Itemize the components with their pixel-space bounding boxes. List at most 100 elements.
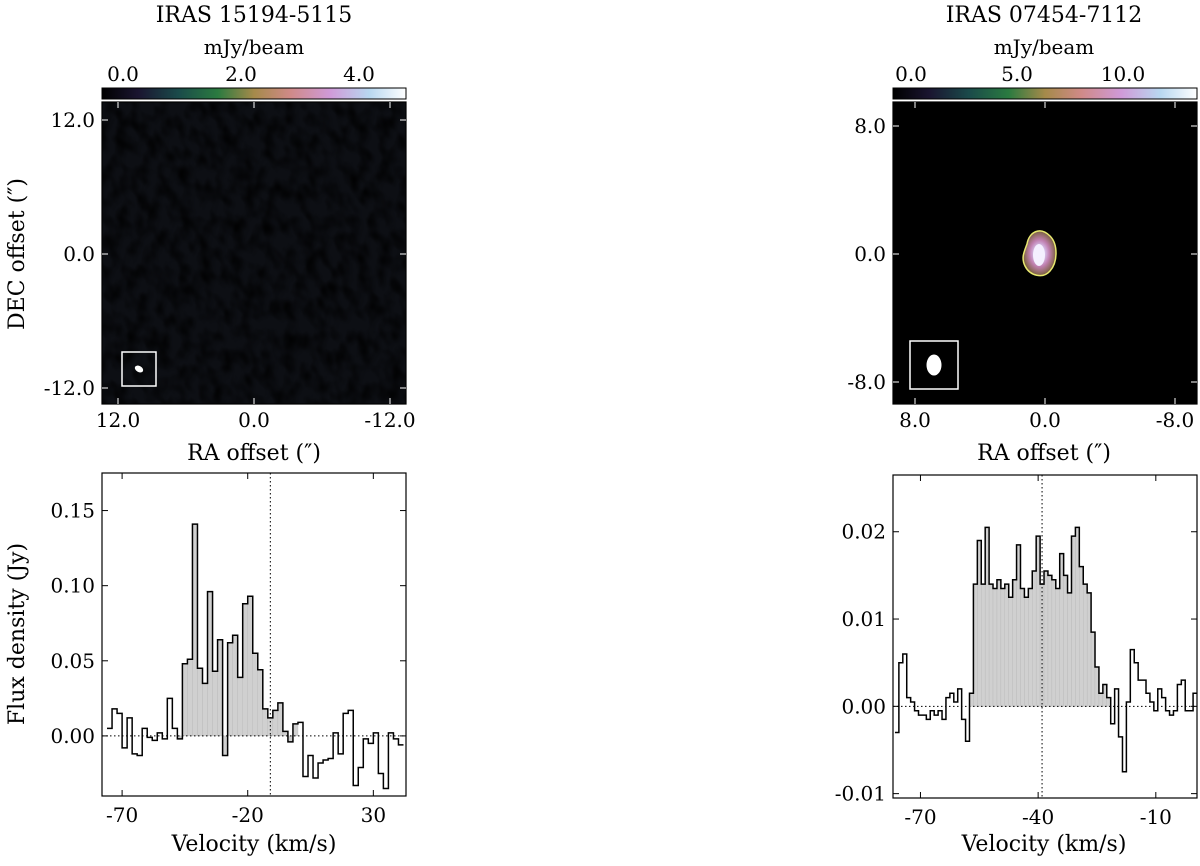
panel-d-plot-area: -70 -40 -10 -0.01 0.00 0.01 0.02 <box>835 475 1197 829</box>
panel-b-colorbar-tick: 10.0 <box>1101 62 1146 86</box>
panel-d-frame <box>892 474 1198 799</box>
panel-b-colorbar-label: mJy/beam <box>994 35 1095 59</box>
spectrum-fill-bar <box>1055 588 1060 707</box>
spectrum-fill-bar <box>1032 570 1037 707</box>
spectrum-fill-bar <box>1024 597 1029 707</box>
panel-b-ytick: -8.0 <box>847 370 886 394</box>
spectrum-fill-bar <box>252 653 258 737</box>
panel-a-colorbar-label: mJy/beam <box>204 35 305 59</box>
spectrum-fill-bar <box>237 677 243 737</box>
spectrum-fill-bar <box>287 735 294 743</box>
spectrum-fill-bar <box>1067 592 1072 707</box>
panel-a-ytick: 12.0 <box>50 108 95 132</box>
panel-b-colorbar <box>892 87 1198 100</box>
heatmap-panel-b: IRAS 07454-7112 mJy/beam 0.0 5.0 10.0 8.… <box>847 3 1198 466</box>
panel-a-xtick: 0.0 <box>238 408 270 432</box>
panel-b-source-peak <box>1033 244 1045 266</box>
spectrum-line <box>894 526 1197 773</box>
panel-a-colorbar <box>101 87 407 100</box>
spectrum-fill-bar <box>202 683 208 737</box>
spectrum-fill-bar <box>262 708 269 737</box>
spectrum-fill-bar <box>277 702 284 737</box>
ytick-label: 0.10 <box>50 574 95 598</box>
panel-a-beam <box>134 365 144 373</box>
spectrum-fill-bar <box>242 603 248 737</box>
spectrum-line <box>107 523 404 790</box>
spectrum-fill-bar <box>981 583 986 707</box>
axis-ticks <box>893 475 1197 798</box>
panel-b-colorbar-tick: 0.0 <box>895 62 927 86</box>
xtick-label: 30 <box>361 803 386 827</box>
panel-c-xlabel: Velocity (km/s) <box>171 832 337 857</box>
panel-b-xtick: 8.0 <box>899 408 931 432</box>
xtick-label: -20 <box>232 803 264 827</box>
panel-c-frame <box>101 472 407 797</box>
spectrum-fill-bar <box>292 723 299 737</box>
axis-ticks <box>102 473 406 796</box>
spectrum-fill-bar <box>212 671 218 737</box>
ytick-label: 0.01 <box>841 607 886 631</box>
spectrum-fill-bar <box>1047 575 1053 707</box>
spectrum-fill-bar <box>197 668 203 737</box>
spectrum-fill-bar <box>1063 575 1068 707</box>
spectrum-fill-bar <box>227 642 233 737</box>
panel-b-title: IRAS 07454-7112 <box>946 3 1143 28</box>
spectrum-panel-c: -70 -20 30 0.00 0.05 0.10 0.15 Velocity (km/s)… <box>5 472 407 857</box>
panel-a-ytick: -12.0 <box>44 376 95 400</box>
panel-a-colorbar-tick: 4.0 <box>343 62 375 86</box>
spectrum-fill-bar <box>1004 583 1009 707</box>
ytick-label: 0.15 <box>50 499 95 523</box>
spectrum-fill-bar <box>1000 588 1005 707</box>
panel-a-xtick: -12.0 <box>364 408 415 432</box>
panel-c-ylabel: Flux density (Jy) <box>5 543 30 725</box>
xtick-label: -10 <box>1140 805 1172 829</box>
ytick-label: -0.01 <box>835 782 886 806</box>
panel-a-colorbar-tick: 0.0 <box>107 62 139 86</box>
spectrum-panel-d: -70 -40 -10 -0.01 0.00 0.01 0.02 Velocity (km/… <box>835 474 1198 857</box>
panel-b-beam <box>926 354 942 376</box>
panel-a-ytick: 0.0 <box>63 242 95 266</box>
spectrum-fill-bar <box>1012 579 1017 707</box>
panel-b-ticks <box>893 102 1197 404</box>
panel-b-ytick: 8.0 <box>854 114 886 138</box>
spectrum-fill-bar <box>992 588 998 707</box>
panel-b-colorbar-tick: 5.0 <box>1001 62 1033 86</box>
panel-d-xlabel: Velocity (km/s) <box>961 832 1127 857</box>
panel-c-plot-area: -70 -20 30 0.00 0.05 0.10 0.15 <box>50 473 406 827</box>
spectrum-fill-bar <box>187 659 193 737</box>
xtick-label: -40 <box>1022 805 1054 829</box>
panel-b-xlabel: RA offset (″) <box>977 441 1111 466</box>
panel-a-colorbar-tick: 2.0 <box>225 62 257 86</box>
ytick-label: 0.00 <box>50 724 95 748</box>
spectrum-fill-bar <box>182 663 188 737</box>
spectrum-fill-bar <box>1028 588 1033 707</box>
panel-a-ylabel: DEC offset (″) <box>5 178 30 330</box>
panel-b-xtick: -8.0 <box>1156 408 1195 432</box>
ytick-label: 0.00 <box>841 694 886 718</box>
xtick-label: -70 <box>106 803 138 827</box>
panel-a-beam-box <box>121 351 157 387</box>
ytick-label: 0.05 <box>50 649 95 673</box>
panel-b-xtick: 0.0 <box>1029 408 1061 432</box>
panel-a-ticks <box>102 102 406 404</box>
panel-a-xtick: 12.0 <box>96 408 141 432</box>
spectrum-fill-bar <box>1079 566 1084 707</box>
spectrum-fill-bar <box>257 669 263 737</box>
panel-b-ytick: 0.0 <box>854 242 886 266</box>
spectrum-fill-bar <box>1083 583 1088 707</box>
spectrum-fill-bar <box>996 579 1002 707</box>
spectrum-fill-bar <box>988 583 994 707</box>
spectrum-fill-bar <box>1008 597 1013 707</box>
spectrum-fill-bar <box>232 635 238 737</box>
spectrum-fill-bar <box>1051 579 1056 707</box>
xtick-label: -70 <box>904 805 936 829</box>
panel-b-beam-box <box>909 340 959 390</box>
spectrum-fill-bar <box>207 591 213 737</box>
spectrum-fill-bar <box>217 639 223 737</box>
panel-a-title: IRAS 15194-5115 <box>156 3 353 28</box>
panel-a-image-texture-green <box>105 104 406 404</box>
ytick-label: 0.02 <box>841 520 886 544</box>
spectrum-fill-bar <box>1043 570 1049 707</box>
panel-a-xlabel: RA offset (″) <box>187 441 321 466</box>
